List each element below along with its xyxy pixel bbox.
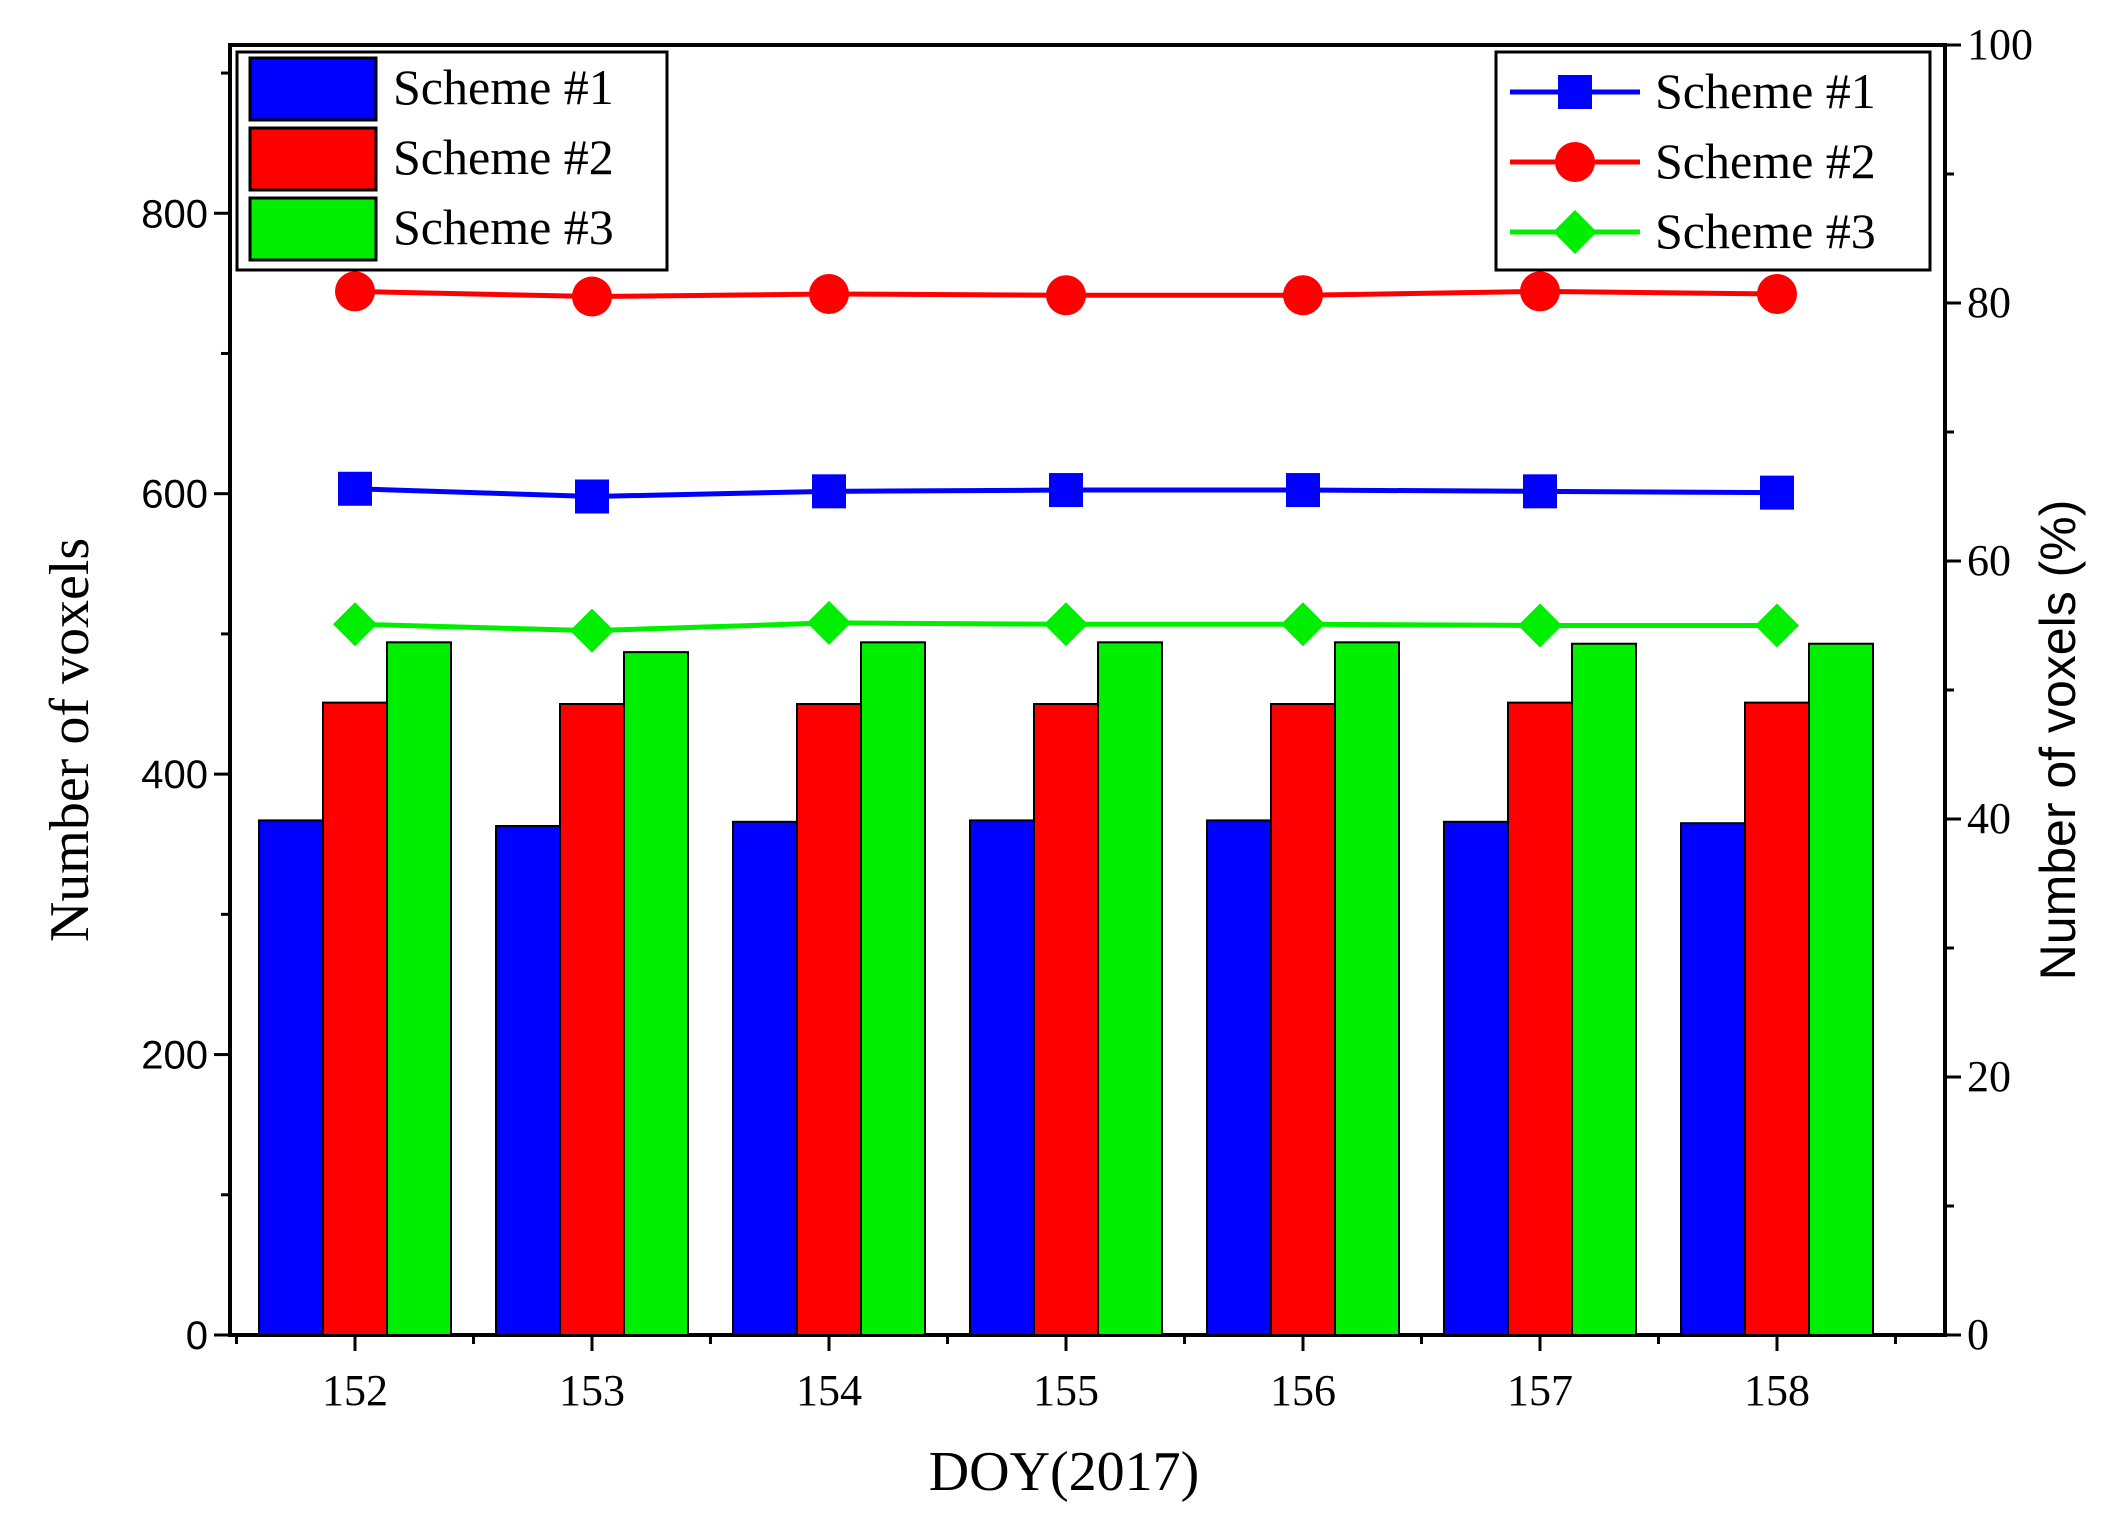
y2-tick-label-60: 60 [1967, 536, 2011, 585]
bar-2-157 [1507, 701, 1573, 1336]
y-tick-label-400: 400 [141, 753, 208, 797]
y2-tick-label-100: 100 [1967, 20, 2033, 69]
x-axis-title: DOY(2017) [929, 1441, 1200, 1503]
y2-tick-label-20: 20 [1967, 1052, 2011, 1101]
line-point-3-155 [1044, 602, 1088, 647]
line-point-3-154 [807, 600, 851, 645]
line-point-1-155 [1049, 473, 1083, 508]
bar-3-153 [623, 651, 689, 1336]
bar-1-155 [969, 819, 1035, 1336]
bar-1-152 [258, 819, 324, 1336]
x-tick-label-153: 153 [559, 1366, 625, 1415]
line-point-2-154 [809, 273, 849, 314]
bar-2-158 [1744, 701, 1810, 1336]
legend-bar-label-3: Scheme #3 [393, 199, 614, 255]
line-point-3-158 [1755, 603, 1799, 648]
bar-3-155 [1097, 641, 1163, 1336]
y2-tick-label-0: 0 [1967, 1310, 1989, 1359]
bar-3-158 [1808, 642, 1874, 1336]
x-tick-label-156: 156 [1270, 1366, 1336, 1415]
x-tick-label-152: 152 [322, 1366, 388, 1415]
legend-line-marker-2 [1555, 142, 1595, 182]
bar-3-154 [860, 641, 926, 1336]
line-point-2-156 [1283, 275, 1323, 316]
bar-1-154 [732, 820, 798, 1336]
line-point-1-152 [338, 471, 372, 506]
y2-axis-title: Number of voxels (%) [2030, 500, 2086, 981]
y-tick-label-200: 200 [141, 1034, 208, 1078]
legend-line-label-1: Scheme #1 [1655, 63, 1876, 119]
line-point-1-158 [1760, 475, 1794, 510]
legend-lines: Scheme #1 Scheme #2 Scheme #3 [1494, 50, 1932, 272]
legend-line-marker-3 [1553, 210, 1597, 254]
x-tick-label-158: 158 [1744, 1366, 1810, 1415]
bar-3-152 [386, 641, 452, 1336]
legend-bar-swatch-2 [248, 126, 378, 192]
y-tick-label-800: 800 [141, 192, 208, 236]
line-point-3-157 [1518, 603, 1562, 648]
line-point-2-153 [572, 276, 612, 317]
y2-tick-label-80: 80 [1967, 278, 2011, 327]
lines-layer [333, 271, 1799, 653]
legend-bar-swatch-3 [248, 196, 378, 262]
legend-bar-swatch-1 [248, 56, 378, 122]
bar-2-156 [1270, 703, 1336, 1336]
legend-bar-label-1: Scheme #1 [393, 59, 614, 115]
line-point-3-152 [333, 602, 377, 647]
bar-2-155 [1033, 703, 1099, 1336]
y-tick-label-600: 600 [141, 473, 208, 517]
bar-1-158 [1680, 822, 1746, 1337]
bar-2-153 [559, 703, 625, 1336]
line-point-1-156 [1286, 473, 1320, 508]
y2-tick-label-40: 40 [1967, 794, 2011, 843]
y-axis-title: Number of voxels [39, 538, 101, 942]
line-point-3-156 [1281, 602, 1325, 647]
line-point-1-157 [1523, 474, 1557, 509]
line-point-1-153 [575, 479, 609, 514]
legend-line-label-3: Scheme #3 [1655, 203, 1876, 259]
line-point-1-154 [812, 474, 846, 509]
x-tick-label-157: 157 [1507, 1366, 1573, 1415]
legend-line-label-2: Scheme #2 [1655, 133, 1876, 189]
bar-1-156 [1206, 819, 1272, 1336]
x-tick-label-155: 155 [1033, 1366, 1099, 1415]
axes-layer: 0 200 400 600 800 0 20 40 60 80 100 152 153 154 155 156… [141, 20, 2033, 1415]
y-tick-label-0: 0 [186, 1314, 208, 1358]
legend-bar-label-2: Scheme #2 [393, 129, 614, 185]
bar-2-154 [796, 703, 862, 1336]
legend-bars: Scheme #1 Scheme #2 Scheme #3 [235, 50, 669, 272]
x-tick-label-154: 154 [796, 1366, 862, 1415]
line-point-2-158 [1757, 273, 1797, 314]
bars-layer [258, 641, 1874, 1337]
line-point-2-157 [1520, 271, 1560, 312]
bar-1-157 [1443, 820, 1509, 1336]
bar-2-152 [322, 701, 388, 1336]
legend-line-marker-1 [1558, 75, 1592, 109]
line-point-2-152 [335, 271, 375, 312]
bar-3-157 [1571, 642, 1637, 1336]
line-point-2-155 [1046, 275, 1086, 316]
bar-1-153 [495, 825, 561, 1336]
line-point-3-153 [570, 608, 614, 653]
bar-3-156 [1334, 641, 1400, 1336]
